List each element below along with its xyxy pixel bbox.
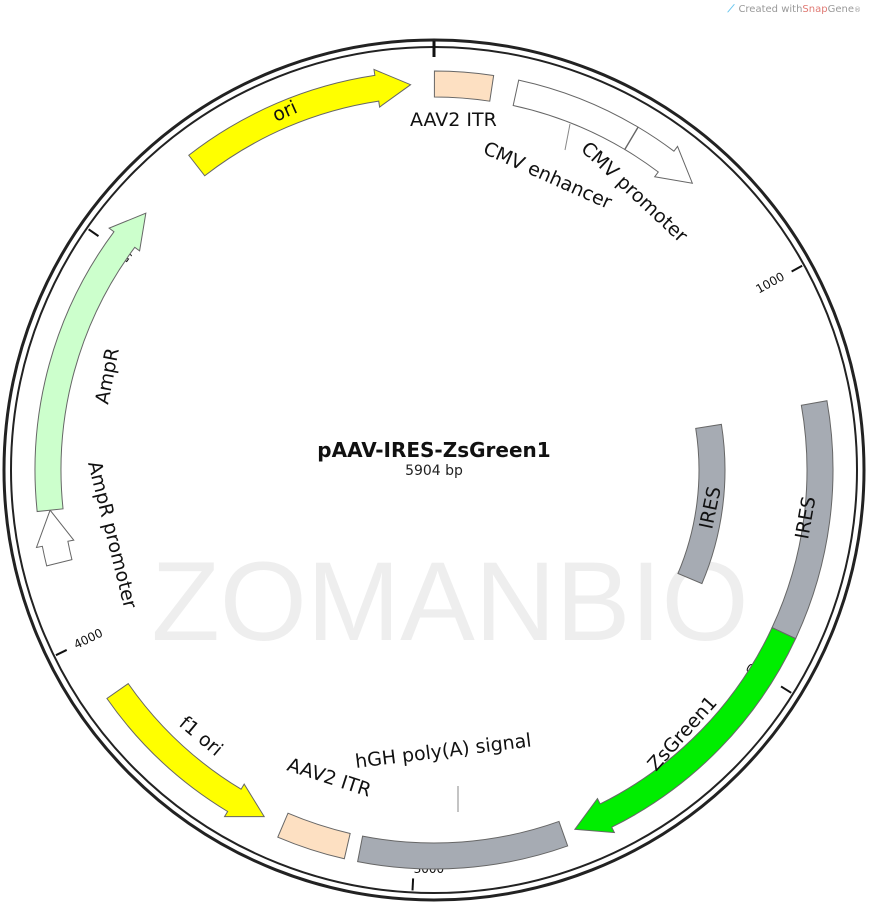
feature-aav2-itr[interactable] xyxy=(277,812,351,860)
feature-aav2-itr[interactable] xyxy=(433,70,495,102)
credit-brand-snap: Snap xyxy=(802,4,828,15)
feature-ampr[interactable] xyxy=(34,212,147,513)
label-hgh-polya[interactable]: hGH poly(A) signal xyxy=(354,730,533,773)
feature-hgh-poly-a-signal[interactable] xyxy=(357,820,569,870)
credit-prefix: Created with xyxy=(738,4,803,15)
feature-ampr-promoter[interactable] xyxy=(35,509,75,567)
snapgene-credit: ⟋ Created with Snap Gene ® xyxy=(727,4,861,15)
tick-label: 4000 xyxy=(71,626,105,652)
tick-mark xyxy=(791,264,803,273)
watermark: ZOMANBIO xyxy=(151,539,748,664)
credit-brand-gene: Gene xyxy=(827,4,854,15)
plasmid-size: 5904 bp xyxy=(405,463,463,479)
tick-label: 1000 xyxy=(753,269,787,296)
tick-mark xyxy=(55,649,68,657)
tick-mark xyxy=(88,228,100,237)
feature-ori[interactable] xyxy=(188,68,412,177)
feature-f1-ori[interactable] xyxy=(106,682,266,818)
feature-cmv-promoter[interactable] xyxy=(624,126,694,184)
features xyxy=(34,68,834,870)
label-aav2-itr-top[interactable]: AAV2 ITR xyxy=(410,109,497,131)
feature-zsgreen1[interactable] xyxy=(573,626,797,834)
tick-mark xyxy=(411,878,415,891)
cmv-enhancer-leader xyxy=(564,123,571,151)
snapgene-logo-icon: ⟋ xyxy=(727,4,735,15)
backbone-outer-circle xyxy=(2,38,866,902)
tick-mark xyxy=(780,685,792,694)
credit-mark: ® xyxy=(854,5,861,14)
feature-ires[interactable] xyxy=(677,423,726,585)
plasmid-name: pAAV-IRES-ZsGreen1 xyxy=(317,438,550,462)
label-ampr[interactable]: AmpR xyxy=(91,346,123,406)
label-ampr-promoter[interactable]: AmpR promoter xyxy=(83,459,141,611)
